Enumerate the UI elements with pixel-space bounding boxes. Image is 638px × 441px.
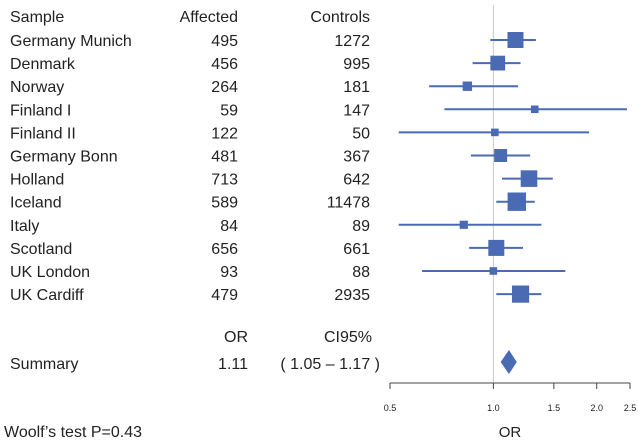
controls-count: 995 [343,56,370,73]
x-axis-ticks: 0.5 1.0 1.5 2.0 2.5 [384,383,637,413]
controls-count: 89 [352,218,370,235]
affected-count: 481 [211,149,238,166]
or-marker [490,55,506,71]
study-rows: Germany Munich 495 1272 Denmark 456 995 Norway… [10,32,627,304]
controls-count: 181 [343,79,370,96]
affected-count: 656 [211,241,238,258]
study-row: Italy 84 89 [10,218,542,235]
summary-or-value: 1.11 [218,356,248,373]
study-name: Denmark [10,56,76,73]
study-name: UK London [10,264,90,281]
study-row: Germany Bonn 481 367 [10,149,531,166]
or-marker [491,128,499,137]
x-tick-label: 1.0 [487,403,500,413]
study-row: UK Cardiff 479 2935 [10,285,542,304]
affected-count: 456 [211,56,238,73]
or-marker [511,285,530,303]
controls-count: 367 [343,149,370,166]
or-marker [459,220,468,229]
or-marker [488,239,505,256]
or-marker [462,81,473,91]
affected-count: 589 [211,195,238,212]
study-row: UK London 93 88 [10,264,566,281]
study-name: Holland [10,172,64,189]
or-marker [507,192,526,211]
affected-count: 59 [220,102,238,119]
controls-header: Controls [310,9,370,26]
controls-count: 642 [343,172,370,189]
or-marker [494,149,508,162]
affected-count: 479 [211,287,238,304]
or-header: OR [224,329,248,346]
summary-label: Summary [10,356,78,373]
controls-count: 2935 [334,287,370,304]
study-row: Iceland 589 11478 [10,192,535,212]
study-name: Italy [10,218,39,235]
controls-count: 50 [352,125,370,142]
or-marker [507,32,524,48]
study-row: Norway 264 181 [10,79,519,96]
footnote: Woolf’s test P=0.43 [4,424,142,441]
controls-count: 147 [343,102,370,119]
x-tick-label: 2.5 [624,403,637,413]
affected-count: 264 [211,79,238,96]
study-name: Scotland [10,241,72,258]
x-tick-label: 1.5 [548,403,561,413]
affected-header: Affected [180,9,238,26]
or-marker [520,170,538,187]
x-tick-label: 2.0 [590,403,603,413]
affected-count: 122 [211,125,238,142]
summary-ci-value: ( 1.05 – 1.17 ) [280,356,380,373]
ci-header: CI95% [324,329,372,346]
controls-count: 1272 [334,33,370,50]
study-row: Denmark 456 995 [10,55,521,73]
study-name: Finland I [10,102,71,119]
study-row: Finland II 122 50 [10,125,590,142]
study-name: Germany Munich [10,33,132,50]
affected-count: 84 [220,218,238,235]
controls-count: 88 [352,264,370,281]
study-name: UK Cardiff [10,287,84,304]
x-tick-label: 0.5 [384,403,397,413]
study-name: Finland II [10,125,76,142]
controls-count: 661 [343,241,370,258]
study-row: Germany Munich 495 1272 [10,32,536,50]
affected-count: 495 [211,33,238,50]
x-axis-label: OR [499,424,522,441]
controls-count: 11478 [327,195,370,212]
study-row: Scotland 656 661 [10,239,524,258]
or-marker [530,105,539,114]
study-name: Germany Bonn [10,149,118,166]
study-name: Iceland [10,195,62,212]
study-row: Finland I 59 147 [10,102,627,119]
or-marker [489,267,498,275]
sample-header: Sample [10,9,64,26]
summary-diamond [500,350,517,374]
affected-count: 713 [211,172,238,189]
study-name: Norway [10,79,64,96]
affected-count: 93 [220,264,238,281]
study-row: Holland 713 642 [10,170,553,189]
